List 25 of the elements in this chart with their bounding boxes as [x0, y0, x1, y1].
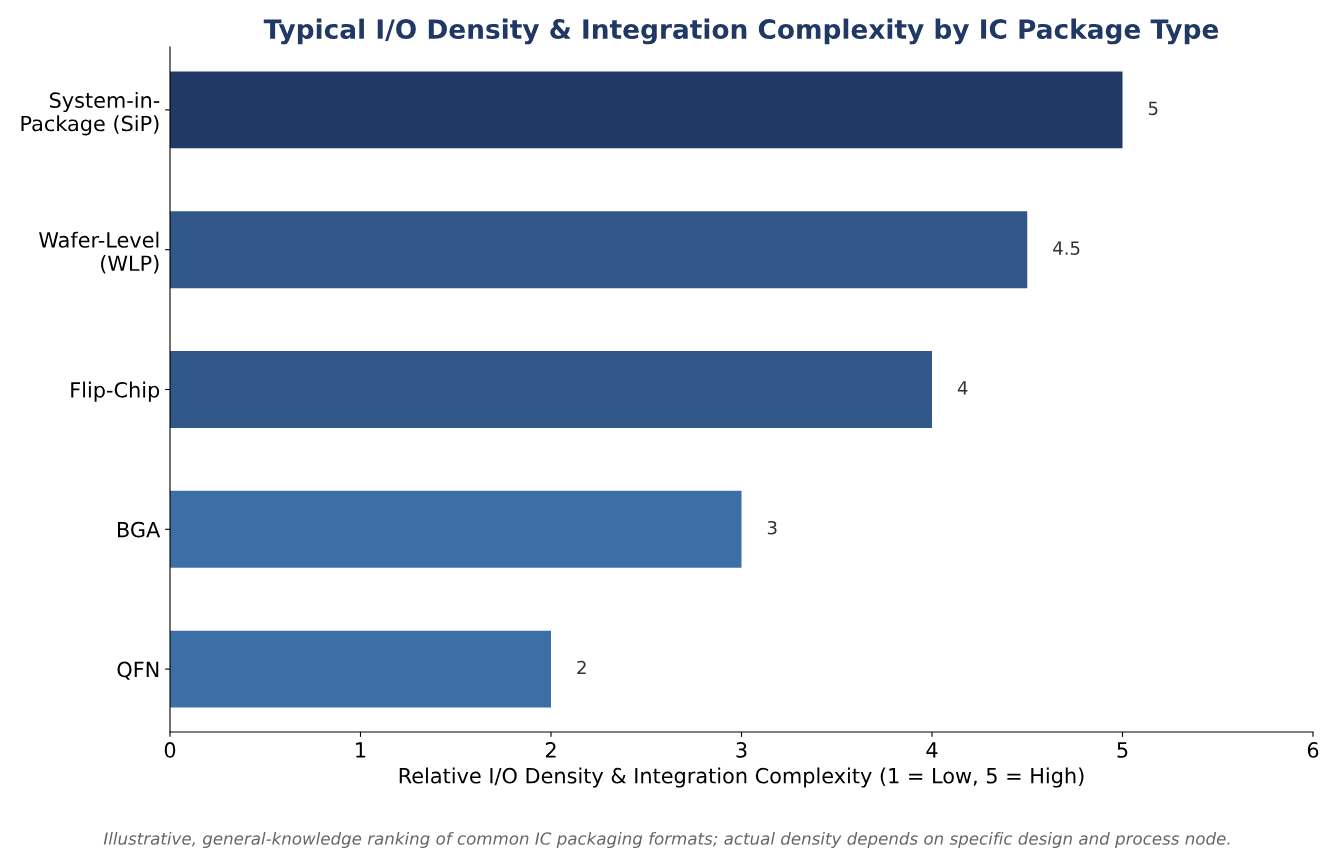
x-tick-label: 1	[356, 742, 366, 758]
data-label: 4.5	[1053, 241, 1080, 255]
x-tick-label: 3	[736, 742, 747, 758]
x-tick-label: 0	[164, 742, 176, 758]
data-label: 4	[957, 381, 968, 395]
bar	[170, 630, 551, 708]
bar	[170, 351, 932, 428]
data-label: 3	[767, 520, 777, 535]
y-tick-label: QFN	[117, 661, 159, 680]
data-label: 5	[1148, 101, 1158, 116]
x-tick-label: 4	[926, 742, 938, 758]
y-tick-label: Flip-Chip	[71, 381, 160, 402]
chart-title: Typical I/O Density & Integration Complexity by IC Package Type	[263, 18, 1219, 45]
bar	[170, 211, 1028, 289]
y-tick-label: BGA	[118, 521, 161, 538]
x-axis-title: Relative I/O Density & Integration Complexity (1 = Low, 5 = High)	[399, 767, 1084, 788]
data-label: 2	[577, 660, 586, 675]
y-tick-label: Wafer-Level (WLP)	[39, 231, 159, 274]
bar	[170, 490, 742, 568]
x-tick-label: 5	[1117, 742, 1128, 758]
text: Illustrative, general-knowledge ranking of common IC packaging formats; actual density depends on specific design and process node.	[103, 831, 1230, 849]
x-tick-label: 2	[545, 742, 556, 758]
bar	[170, 71, 1123, 149]
y-tick-label: System-in- Package (SiP)	[21, 91, 160, 136]
x-tick-label: 6	[1307, 742, 1319, 758]
